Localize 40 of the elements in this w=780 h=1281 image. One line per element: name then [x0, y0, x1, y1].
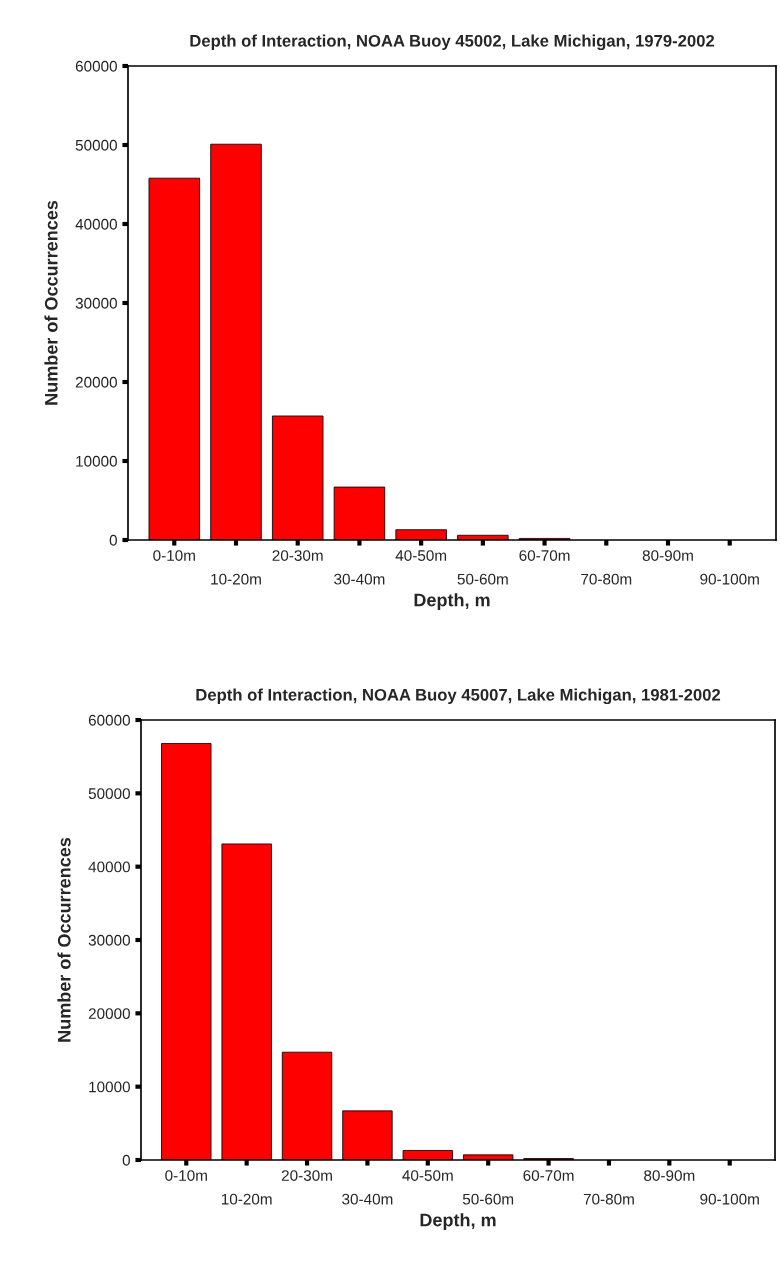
y-tick-label: 50000 — [75, 139, 117, 151]
y-axis-title: Number of Occurrences — [44, 200, 58, 405]
y-tick-label: 0 — [109, 534, 117, 546]
x-tick-label: 70-80m — [581, 573, 632, 585]
y-tick-label: 20000 — [88, 1008, 130, 1020]
y-tick-label: 40000 — [75, 218, 117, 230]
x-tick-label: 90-100m — [700, 573, 759, 585]
x-tick-label: 80-90m — [642, 550, 693, 561]
x-tick-label: 10-20m — [211, 573, 261, 585]
x-tick-label: 20-30m — [272, 550, 323, 561]
y-tick-label: 0 — [122, 1154, 130, 1166]
y-tick-label: 10000 — [76, 455, 117, 467]
x-tick-label: 50-60m — [457, 573, 508, 585]
x-tick-label: 60-70m — [519, 550, 570, 561]
x-tick-label: 80-90m — [644, 1170, 695, 1181]
x-tick-label: 20-30m — [281, 1170, 332, 1181]
x-tick-label: 30-40m — [334, 573, 385, 585]
x-tick-label: 40-50m — [402, 1170, 453, 1181]
chart-title: Depth of Interaction, NOAA Buoy 45002, Lake Michigan, 1979-2002 — [190, 34, 715, 51]
x-tick-label: 40-50m — [395, 550, 447, 561]
y-tick-label: 40000 — [88, 861, 130, 873]
y-tick-label: 20000 — [75, 376, 117, 388]
y-tick-label: 30000 — [88, 934, 130, 946]
x-axis-title: Depth, m — [414, 593, 490, 610]
x-tick-label: 70-80m — [583, 1193, 634, 1205]
x-tick-label: 0-10m — [153, 550, 195, 561]
y-tick-label: 50000 — [88, 788, 130, 800]
x-tick-label: 60-70m — [523, 1170, 574, 1181]
x-tick-label: 10-20m — [221, 1193, 272, 1205]
y-tick-label: 30000 — [75, 297, 117, 309]
x-tick-label: 0-10m — [165, 1170, 207, 1181]
y-tick-label: 10000 — [89, 1081, 130, 1093]
x-tick-label: 30-40m — [342, 1193, 393, 1205]
y-tick-label: 60000 — [88, 714, 130, 726]
x-tick-label: 90-100m — [700, 1193, 759, 1205]
x-tick-label: 50-60m — [462, 1193, 514, 1205]
chart-title: Depth of Interaction, NOAA Buoy 45007, Lake Michigan, 1981-2002 — [196, 688, 721, 705]
y-tick-label: 60000 — [75, 60, 117, 72]
y-axis-title: Number of Occurrences — [57, 837, 71, 1042]
x-axis-title: Depth, m — [420, 1213, 496, 1230]
